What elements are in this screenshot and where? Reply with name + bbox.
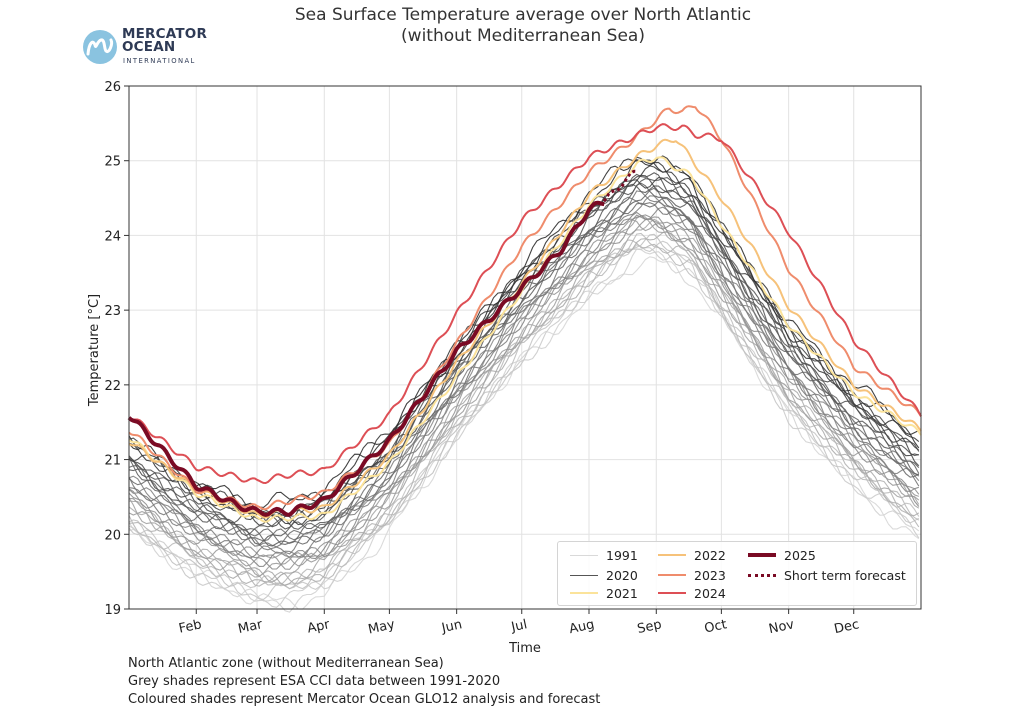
legend-item: 2020: [570, 566, 638, 584]
climatology-line: [128, 219, 920, 578]
climatology-line: [128, 230, 920, 585]
legend-item: 2022: [658, 546, 726, 564]
footnotes: North Atlantic zone (without Mediterrane…: [128, 655, 600, 709]
y-tick-label: 25: [104, 155, 121, 170]
x-tick-label: Dec: [833, 617, 861, 637]
legend-swatch: [658, 574, 686, 576]
chart-legend: 1991 2020 2021 2022 2023 2024 2025 Short term f…: [557, 541, 917, 606]
x-tick-label: Apr: [306, 617, 332, 636]
legend-label: 2023: [694, 567, 726, 583]
legend-label: 2024: [694, 585, 726, 601]
climatology-line: [128, 177, 919, 537]
x-tick-label: Aug: [568, 617, 596, 637]
footnote-grey: Grey shades represent ESA CCI data betwe…: [128, 674, 501, 689]
climatology-line: [128, 232, 920, 590]
legend-swatch: [570, 554, 598, 556]
legend-label: 2020: [606, 567, 638, 583]
legend-item: 2025: [748, 546, 816, 564]
x-tick-label: Sep: [636, 617, 663, 637]
logo-text-ocean: OCEAN: [122, 39, 176, 55]
x-tick-label: Mar: [237, 617, 265, 637]
climatology-line: [128, 190, 920, 555]
y-tick-label: 23: [104, 304, 121, 319]
legend-swatch: [570, 592, 598, 594]
grid-layer: [129, 85, 921, 610]
chart-title-line2: (without Mediterranean Sea): [401, 26, 645, 46]
y-tick-label: 22: [104, 379, 121, 394]
legend-swatch: [748, 553, 776, 557]
legend-swatch: [748, 573, 776, 577]
chart-title: Sea Surface Temperature average over Nor…: [0, 5, 1024, 47]
legend-swatch: [658, 592, 686, 594]
climatology-line: [128, 215, 920, 583]
x-tick-label: May: [367, 617, 397, 637]
climatology-line: [128, 240, 920, 600]
legend-swatch: [658, 554, 686, 556]
x-tick-label: Jun: [440, 617, 464, 636]
series-line-2022: [128, 138, 922, 519]
legend-item: 2024: [658, 584, 726, 602]
y-tick-label: 19: [104, 603, 121, 618]
logo-text-mercator: MERCATOR: [122, 26, 208, 42]
logo-text-international: INTERNATIONAL: [123, 57, 196, 65]
mercator-ocean-logo: MERCATOR OCEAN INTERNATIONAL: [80, 27, 220, 69]
climatology-line: [128, 214, 920, 570]
y-tick-label: 21: [104, 454, 121, 469]
mercator-logo-icon: [83, 30, 117, 64]
y-tick-label: 20: [104, 528, 121, 543]
legend-item: 1991: [570, 546, 638, 564]
climatology-line: [128, 206, 919, 567]
footnote-coloured: Coloured shades represent Mercator Ocean…: [128, 692, 601, 707]
y-axis-label: Temperature [°C]: [87, 293, 102, 407]
plot-frame: [128, 85, 922, 610]
y-tick-label: 26: [104, 80, 121, 95]
legend-label: Short term forecast: [784, 567, 906, 583]
legend-item: 2023: [658, 566, 726, 584]
series-line-2023: [128, 105, 922, 511]
x-tick-label: Nov: [768, 617, 796, 637]
climatology-line: [128, 182, 920, 547]
legend-item: Short term forecast: [748, 566, 906, 584]
climatology-line: [128, 165, 920, 526]
legend-label: 2021: [606, 585, 638, 601]
y-tick-label: 24: [104, 229, 121, 244]
legend-item: 2021: [570, 584, 638, 602]
chart-title-line1: Sea Surface Temperature average over Nor…: [294, 5, 752, 25]
climatology-layer: [128, 155, 920, 613]
legend-swatch: [570, 574, 598, 576]
climatology-line: [128, 183, 920, 546]
series-line-2024: [128, 123, 922, 484]
x-tick-label: Feb: [177, 617, 203, 636]
footnote-zone: North Atlantic zone (without Mediterrane…: [128, 656, 444, 671]
legend-label: 2022: [694, 547, 726, 563]
x-tick-label: Jul: [509, 617, 528, 635]
climatology-line: [128, 196, 920, 548]
series-layer: [127, 105, 922, 523]
legend-label: 2025: [784, 547, 816, 563]
x-axis-label: Time: [509, 641, 541, 656]
series-line-2025: [127, 200, 605, 517]
legend-label: 1991: [606, 547, 638, 563]
x-tick-label: Oct: [703, 617, 728, 636]
